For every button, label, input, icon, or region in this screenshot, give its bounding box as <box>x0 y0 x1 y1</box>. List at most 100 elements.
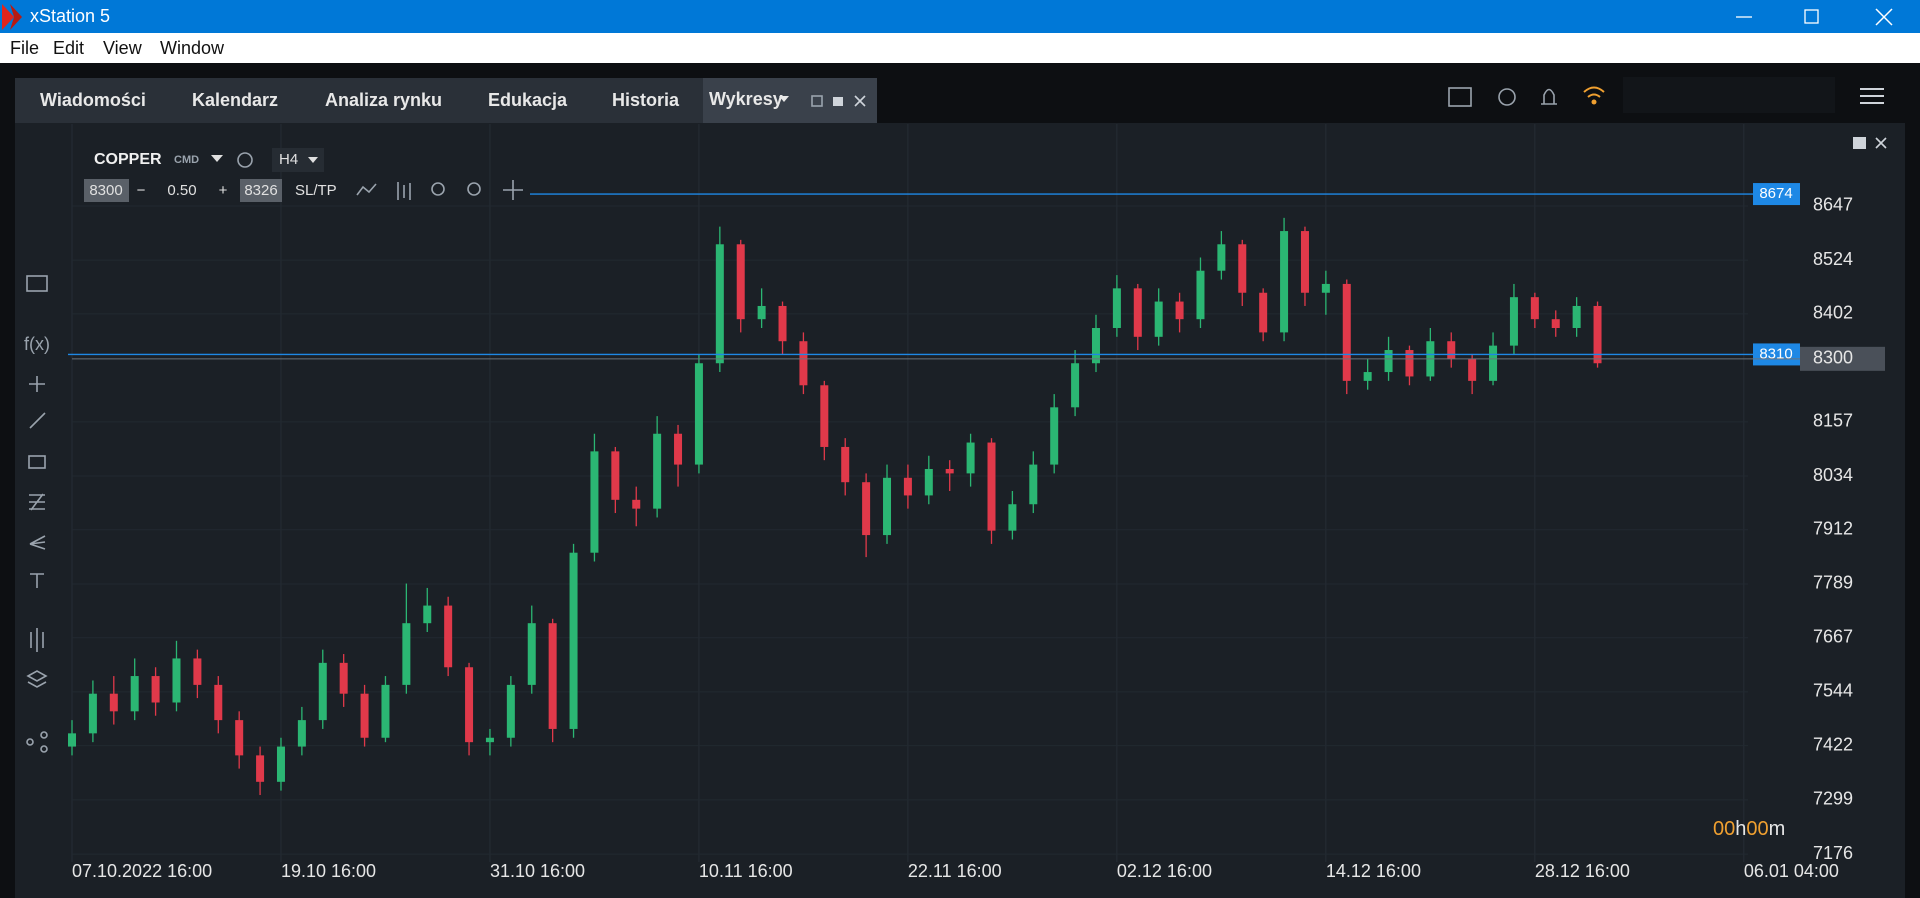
price-tag <box>1753 183 1800 206</box>
candle-body <box>841 446 850 483</box>
volume[interactable]: 0.50 <box>167 182 196 199</box>
candle-body <box>1238 244 1247 293</box>
tab[interactable]: Wiadomości <box>40 90 146 110</box>
countdown-part: 00 <box>1713 818 1735 840</box>
candle-body <box>1300 231 1309 293</box>
pan-icon[interactable] <box>503 180 523 200</box>
zoom-in-icon[interactable] <box>467 182 481 196</box>
candle-body <box>297 720 306 747</box>
interval-dropdown[interactable] <box>308 157 318 163</box>
candle-body <box>1050 407 1059 465</box>
window-title: xStation 5 <box>30 6 110 26</box>
price-tag-label: 8674 <box>1759 185 1792 202</box>
crosshair-tool[interactable] <box>29 376 45 392</box>
candle-body <box>1551 319 1560 328</box>
y-tick-label: 8157 <box>1813 411 1853 431</box>
functions-tool[interactable]: f(x) <box>24 334 50 354</box>
candles-icon[interactable] <box>397 182 411 200</box>
tab[interactable]: Kalendarz <box>192 90 278 110</box>
candle-body <box>945 468 954 474</box>
panel-maximize[interactable] <box>1853 137 1866 149</box>
countdown: 00h00m <box>1713 818 1785 840</box>
active-tab[interactable] <box>703 78 877 123</box>
app-icon <box>2 4 14 30</box>
restore-button[interactable] <box>1804 9 1819 24</box>
title-bar <box>0 0 1920 33</box>
buy-price[interactable]: 8326 <box>244 182 277 199</box>
menu-item[interactable]: View <box>103 38 143 58</box>
close-button[interactable] <box>1875 8 1893 26</box>
candle-body <box>611 451 620 500</box>
sltp-button[interactable]: SL/TP <box>295 182 337 199</box>
y-tick-label: 7422 <box>1813 734 1853 754</box>
panel-close[interactable] <box>1875 137 1887 149</box>
tab-close[interactable] <box>854 95 866 107</box>
candle-body <box>109 693 118 712</box>
y-tick-label: 7176 <box>1813 843 1853 863</box>
line-chart-icon[interactable] <box>356 183 377 196</box>
candle-body <box>715 244 724 364</box>
sell-price[interactable]: 8300 <box>89 182 122 199</box>
candle-body <box>318 662 327 721</box>
line-tool[interactable] <box>29 412 46 429</box>
sell-box[interactable] <box>84 179 129 202</box>
candle-body <box>883 477 892 536</box>
candle-body <box>381 684 390 738</box>
menu-item[interactable]: Window <box>160 38 225 58</box>
hamburger-menu[interactable] <box>1860 88 1884 104</box>
market-label: CMD <box>174 154 199 166</box>
tab[interactable]: Historia <box>612 90 680 110</box>
layout-icon[interactable] <box>1448 87 1472 107</box>
symbol-dropdown[interactable] <box>211 155 223 162</box>
candle-body <box>339 662 348 694</box>
volume-plus[interactable]: + <box>219 182 228 199</box>
candle-body <box>1384 350 1393 373</box>
x-tick-label: 22.11 16:00 <box>908 861 1002 881</box>
window-icon[interactable] <box>833 97 843 106</box>
candle-body <box>506 684 515 738</box>
currency-icon[interactable] <box>1498 88 1516 106</box>
y-tick-label: 7299 <box>1813 789 1853 809</box>
candle-body <box>444 605 453 668</box>
candle-body <box>1530 297 1539 320</box>
y-tick-label: 7544 <box>1813 681 1853 701</box>
menu-bar <box>0 33 1920 63</box>
text-tool[interactable] <box>30 573 44 588</box>
candle-body <box>276 746 285 782</box>
share-tool[interactable] <box>26 738 34 746</box>
tab[interactable]: Edukacja <box>488 90 568 110</box>
tab-dropdown[interactable] <box>779 96 789 102</box>
search-box[interactable] <box>1623 77 1835 113</box>
menu-item[interactable]: File <box>10 38 39 58</box>
zoom-out-icon[interactable] <box>431 182 445 196</box>
layers-tool[interactable] <box>26 670 48 688</box>
rectangle-tool[interactable] <box>28 455 46 469</box>
fibonacci-tool[interactable] <box>29 493 45 511</box>
candle-body <box>1071 363 1080 408</box>
candle-body <box>527 623 536 685</box>
tab[interactable]: Analiza rynku <box>325 90 442 110</box>
candle-body <box>862 482 871 536</box>
popout-icon[interactable] <box>811 95 823 107</box>
tab[interactable]: Wykresy <box>709 89 783 109</box>
x-tick-label: 14.12 16:00 <box>1326 861 1421 881</box>
tool-icon[interactable] <box>26 275 48 292</box>
indicator-tool[interactable] <box>30 628 44 652</box>
candle-body <box>214 684 223 721</box>
candle-body <box>1112 288 1121 328</box>
candle-body <box>360 693 369 738</box>
candle-body <box>1154 301 1163 337</box>
bell-icon[interactable] <box>1541 88 1557 105</box>
menu-item[interactable]: Edit <box>53 38 84 58</box>
info-icon[interactable] <box>237 152 253 168</box>
pitchfork-tool[interactable] <box>29 535 46 550</box>
volume-minus[interactable]: − <box>137 182 146 199</box>
interval[interactable]: H4 <box>279 151 298 168</box>
candle-body <box>1029 464 1038 505</box>
x-tick-label: 28.12 16:00 <box>1535 861 1630 881</box>
buy-box[interactable] <box>240 179 282 202</box>
symbol[interactable]: COPPER <box>94 151 162 168</box>
x-tick-label: 10.11 16:00 <box>699 861 793 881</box>
y-tick-label: 8647 <box>1813 195 1853 215</box>
